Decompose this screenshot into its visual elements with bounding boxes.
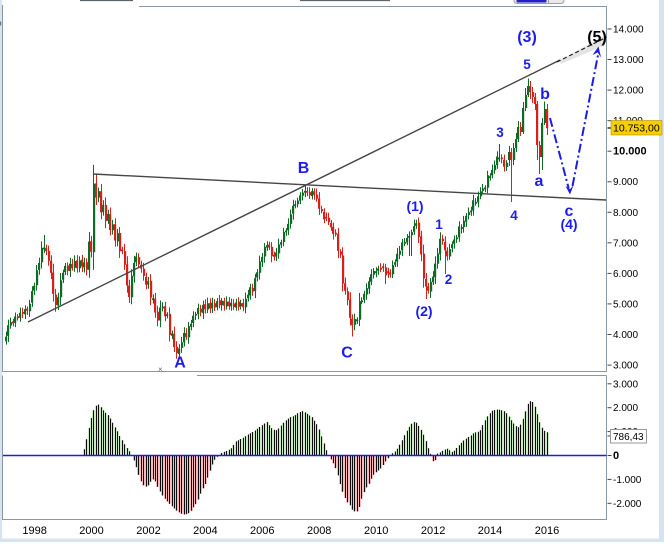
svg-text:10.000: 10.000 xyxy=(613,146,647,158)
svg-text:1: 1 xyxy=(435,217,443,232)
svg-text:4.000: 4.000 xyxy=(613,330,638,341)
svg-text:9.000: 9.000 xyxy=(613,177,638,188)
svg-text:13.000: 13.000 xyxy=(613,55,644,66)
svg-text:2004: 2004 xyxy=(193,525,217,537)
svg-text:2006: 2006 xyxy=(250,525,274,537)
svg-text:×: × xyxy=(158,365,163,374)
svg-text:A: A xyxy=(174,354,186,371)
svg-text:(2): (2) xyxy=(415,303,432,319)
svg-text:C: C xyxy=(341,344,353,361)
svg-text:2012: 2012 xyxy=(421,525,445,537)
svg-text:4: 4 xyxy=(510,208,518,223)
svg-text:2002: 2002 xyxy=(136,525,160,537)
svg-text:5.000: 5.000 xyxy=(613,299,638,310)
svg-text:2000: 2000 xyxy=(79,525,103,537)
svg-text:2016: 2016 xyxy=(535,525,559,537)
svg-text:2: 2 xyxy=(445,272,453,287)
svg-text:-1.000: -1.000 xyxy=(613,475,642,486)
svg-text:-2.000: -2.000 xyxy=(613,499,642,510)
svg-text:(1): (1) xyxy=(406,198,423,214)
svg-text:2008: 2008 xyxy=(307,525,331,537)
svg-text:10.753,00: 10.753,00 xyxy=(613,123,660,135)
svg-text:(3): (3) xyxy=(517,29,537,46)
svg-text:8.000: 8.000 xyxy=(613,208,638,219)
svg-text:(5): (5) xyxy=(587,29,607,46)
svg-text:2014: 2014 xyxy=(478,525,502,537)
svg-text:2.000: 2.000 xyxy=(613,403,638,414)
svg-text:3: 3 xyxy=(496,125,504,140)
svg-text:3.000: 3.000 xyxy=(613,379,638,390)
svg-text:6.000: 6.000 xyxy=(613,269,638,280)
svg-text:7.000: 7.000 xyxy=(613,238,638,249)
svg-text:c: c xyxy=(565,203,574,220)
svg-text:12.000: 12.000 xyxy=(613,86,644,97)
svg-text:3.000: 3.000 xyxy=(613,361,638,372)
svg-text:a: a xyxy=(535,173,544,190)
svg-text:2010: 2010 xyxy=(364,525,388,537)
svg-text:0: 0 xyxy=(613,450,619,462)
svg-text:14.000: 14.000 xyxy=(613,25,644,36)
svg-text:(4): (4) xyxy=(560,216,577,232)
svg-text:5: 5 xyxy=(523,57,531,72)
svg-text:b: b xyxy=(540,86,550,103)
svg-text:786,43: 786,43 xyxy=(613,432,644,443)
svg-text:B: B xyxy=(298,160,310,177)
svg-text:1998: 1998 xyxy=(22,525,46,537)
